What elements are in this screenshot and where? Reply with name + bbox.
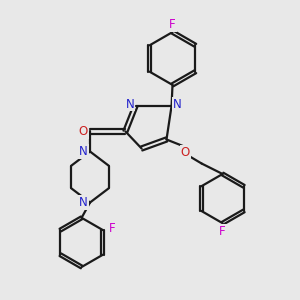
Text: N: N xyxy=(79,196,88,209)
Text: F: F xyxy=(219,225,226,238)
Text: O: O xyxy=(79,125,88,138)
Text: N: N xyxy=(172,98,182,111)
Text: F: F xyxy=(109,222,116,235)
Text: F: F xyxy=(169,18,176,31)
Text: N: N xyxy=(79,145,88,158)
Text: O: O xyxy=(181,146,190,159)
Text: N: N xyxy=(126,98,135,111)
